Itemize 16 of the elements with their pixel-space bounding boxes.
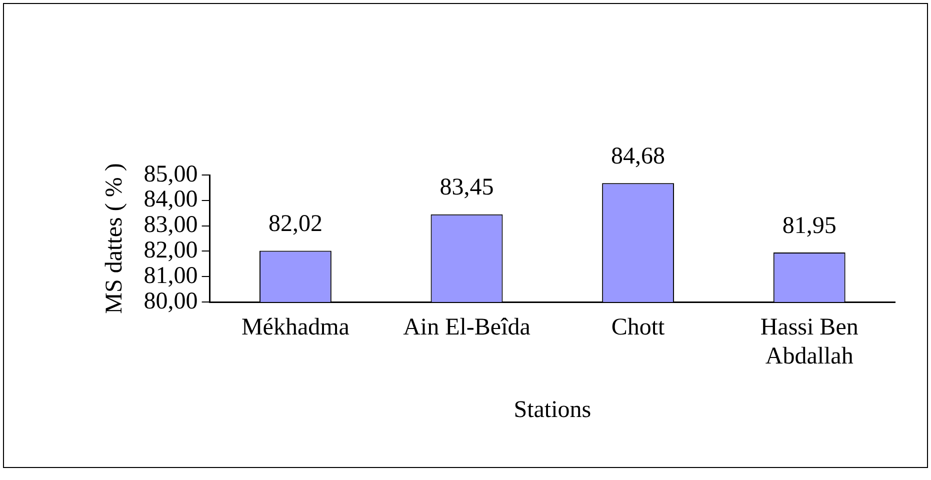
y-tick-label: 85,00 [144,161,198,188]
y-axis-title: MS dattes ( % ) [102,163,128,314]
y-tick-label: 81,00 [144,262,198,289]
y-tick-label: 80,00 [144,288,198,314]
x-axis-title: Stations [514,396,592,423]
x-tick-label: Mékhadma [241,314,350,341]
x-tick-label: Ain El-Beîda [403,314,531,341]
x-tick-label: Hassi Ben Abdallah [760,314,858,370]
y-tick-label: 82,00 [144,237,198,264]
data-label: 84,68 [611,143,666,170]
x-tick-label: Chott [611,314,666,341]
data-label: 83,45 [440,174,494,201]
data-label: 82,02 [268,210,322,237]
y-tick-label: 84,00 [144,186,198,213]
data-label: 81,95 [782,212,836,239]
y-tick-label: 83,00 [144,212,198,238]
